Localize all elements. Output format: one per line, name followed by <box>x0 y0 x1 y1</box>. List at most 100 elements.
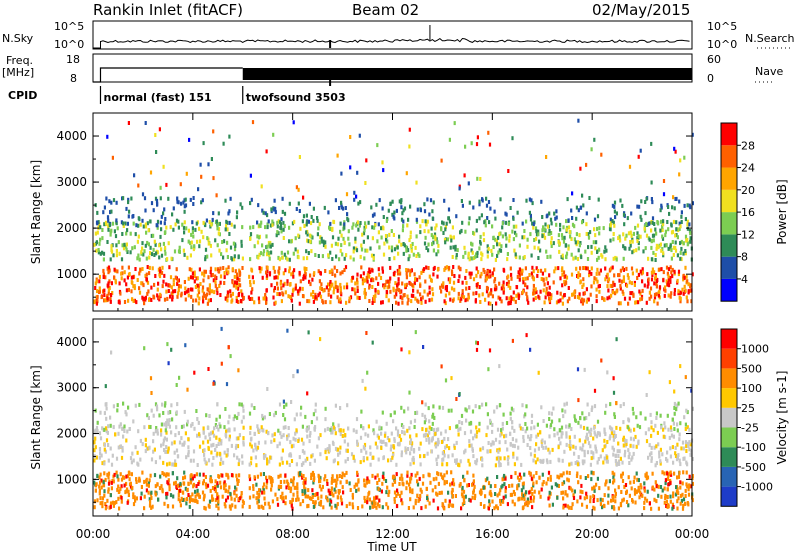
velocity-cell <box>579 495 581 499</box>
velocity-cell <box>421 427 423 431</box>
power-cell <box>448 266 450 270</box>
velocity-cell <box>631 498 633 502</box>
velocity-cell <box>628 461 630 465</box>
velocity-cell <box>314 459 316 463</box>
power-cell <box>511 230 513 234</box>
power-cell <box>351 226 353 230</box>
power-cell <box>197 276 199 280</box>
power-cell <box>633 232 635 236</box>
power-cell <box>547 281 549 285</box>
velocity-cell <box>500 428 502 432</box>
velocity-cell <box>372 341 374 345</box>
velocity-cell <box>552 448 554 452</box>
power-cell <box>536 274 538 278</box>
velocity-cell <box>548 471 550 475</box>
power-cell <box>164 221 166 225</box>
power-cell <box>113 198 115 202</box>
velocity-cell <box>483 486 485 490</box>
power-cell <box>369 270 371 274</box>
power-cell <box>219 267 221 271</box>
velocity-cell <box>478 422 480 426</box>
power-cell <box>629 291 631 295</box>
velocity-cell <box>241 461 243 465</box>
power-cell <box>436 240 438 244</box>
power-cell <box>388 233 390 237</box>
power-cell <box>449 298 451 302</box>
velocity-cell <box>499 499 501 503</box>
velocity-cell <box>566 402 568 406</box>
power-cell <box>357 289 359 293</box>
velocity-cell <box>122 449 124 453</box>
power-cell <box>588 196 590 200</box>
power-cell <box>373 256 375 260</box>
power-cell <box>512 198 514 202</box>
power-cell <box>507 169 509 173</box>
power-cell <box>340 243 342 247</box>
velocity-cell <box>667 414 669 418</box>
velocity-cell <box>405 450 407 454</box>
velocity-cell <box>538 491 540 495</box>
velocity-cell <box>249 496 251 500</box>
velocity-cell <box>468 422 470 426</box>
power-cell <box>396 209 398 213</box>
power-cell <box>584 250 586 254</box>
velocity-cell <box>312 471 314 475</box>
power-cell <box>236 210 238 214</box>
power-cell <box>510 277 512 281</box>
power-cell <box>622 266 624 270</box>
power-cell <box>419 230 421 234</box>
velocity-cell <box>228 485 230 489</box>
velocity-cell <box>523 473 525 477</box>
velocity-cell <box>669 495 671 499</box>
power-cell <box>280 226 282 230</box>
power-cell <box>282 197 284 201</box>
velocity-cell <box>572 502 574 506</box>
velocity-cell <box>394 500 396 504</box>
power-cell <box>108 266 110 270</box>
velocity-cell <box>266 479 268 483</box>
power-cell <box>212 176 214 180</box>
velocity-cell <box>649 370 651 374</box>
power-cell <box>453 281 455 285</box>
power-cell <box>96 289 98 293</box>
power-cell <box>429 291 431 295</box>
velocity-cell <box>561 482 563 486</box>
power-cell <box>651 239 653 243</box>
power-cell <box>169 284 171 288</box>
velocity-cell <box>561 408 563 412</box>
velocity-cell <box>198 493 200 497</box>
power-cell <box>664 294 666 298</box>
power-cell <box>593 227 595 231</box>
velocity-cell <box>514 462 516 466</box>
velocity-cell <box>463 478 465 482</box>
velocity-cell <box>551 420 553 424</box>
velocity-cell <box>489 503 491 507</box>
power-cell <box>157 288 159 292</box>
velocity-cell <box>685 444 687 448</box>
velocity-cell <box>441 440 443 444</box>
velocity-cell <box>222 495 224 499</box>
power-cell <box>510 273 512 277</box>
power-cell <box>128 288 130 292</box>
velocity-cell <box>456 441 458 445</box>
velocity-cell <box>620 490 622 494</box>
velocity-cell <box>410 420 412 424</box>
power-cell <box>575 240 577 244</box>
power-cell <box>476 142 478 146</box>
velocity-cell <box>363 496 365 500</box>
power-cell <box>180 182 182 186</box>
velocity-cell <box>241 454 243 458</box>
power-cell <box>558 250 560 254</box>
velocity-cell <box>302 474 304 478</box>
velocity-cell <box>575 461 577 465</box>
power-cell <box>505 221 507 225</box>
power-cell <box>205 270 207 274</box>
velocity-cell <box>320 495 322 499</box>
power-cell <box>235 286 237 290</box>
velocity-cell <box>672 491 674 495</box>
velocity-cell <box>511 426 513 430</box>
velocity-cell <box>402 425 404 429</box>
velocity-cell <box>489 419 491 423</box>
power-cell <box>500 249 502 253</box>
power-cell <box>673 270 675 274</box>
